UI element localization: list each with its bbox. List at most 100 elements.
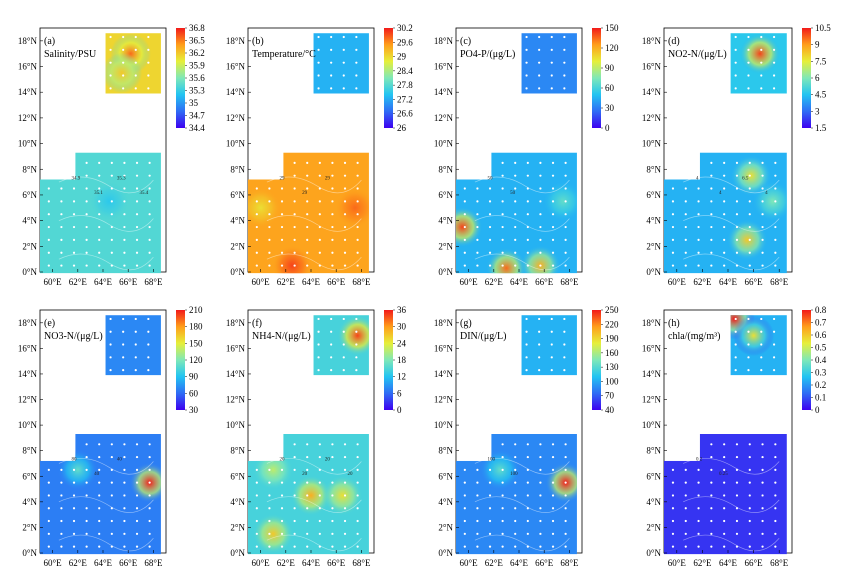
station-dot xyxy=(317,87,320,90)
panel-label: (b) xyxy=(252,36,264,47)
station-dot xyxy=(723,507,726,510)
hotspot xyxy=(290,475,332,516)
station-dot xyxy=(748,545,751,548)
station-dot xyxy=(317,48,320,51)
station-dot xyxy=(476,545,479,548)
station-dot xyxy=(671,481,675,484)
contour-label: 35.1 xyxy=(94,191,103,196)
station-dot xyxy=(306,468,309,471)
station-dot xyxy=(551,187,555,190)
colorbar-tick-label: 0 xyxy=(815,405,820,415)
station-dot xyxy=(684,264,687,267)
lon-tick-label: 66°E xyxy=(745,277,764,287)
lat-tick-label: 18°N xyxy=(642,318,662,328)
station-dot xyxy=(280,264,284,267)
inset-region xyxy=(105,315,161,376)
station-dot xyxy=(342,61,345,64)
station-dot xyxy=(735,443,739,446)
station-dot xyxy=(318,187,321,190)
variable-label: chla/(mg/m³) xyxy=(668,331,720,342)
station-dot xyxy=(255,200,258,203)
station-dot xyxy=(293,225,296,229)
lat-tick-label: 8°N xyxy=(438,164,453,174)
station-dot xyxy=(476,507,479,510)
station-dot xyxy=(501,213,504,216)
station-dot xyxy=(317,74,320,77)
contour-label: 40 xyxy=(117,458,123,463)
station-dot xyxy=(343,455,347,459)
station-dot xyxy=(538,87,541,90)
station-dot xyxy=(318,455,321,459)
station-dot xyxy=(255,468,258,471)
station-dot xyxy=(697,213,700,216)
station-dot xyxy=(564,187,567,190)
station-dot xyxy=(110,545,113,548)
station-dot xyxy=(135,494,139,497)
station-dot xyxy=(723,545,726,548)
contour-line xyxy=(266,496,362,513)
station-dot xyxy=(710,545,713,548)
station-dot xyxy=(148,161,151,164)
station-dot xyxy=(564,200,567,203)
station-dot xyxy=(772,317,776,321)
colorbar xyxy=(176,310,185,410)
station-dot xyxy=(60,481,63,484)
inset-region xyxy=(521,33,577,94)
station-dot xyxy=(564,468,567,471)
station-dot xyxy=(684,519,687,523)
station-dot xyxy=(514,200,517,203)
station-dot xyxy=(697,481,700,484)
station-dot xyxy=(280,238,284,241)
station-dot xyxy=(268,532,271,535)
station-dot xyxy=(255,187,258,190)
lat-tick-label: 8°N xyxy=(22,446,37,456)
station-dot xyxy=(147,317,150,321)
station-dot xyxy=(735,225,739,229)
station-dot xyxy=(526,187,529,190)
station-dot xyxy=(735,455,739,459)
station-dot xyxy=(122,369,125,372)
station-dot xyxy=(710,443,713,446)
station-dot xyxy=(488,251,492,254)
hotspot xyxy=(337,315,369,356)
station-dot xyxy=(72,545,76,548)
station-dot xyxy=(501,545,504,548)
station-dot xyxy=(355,87,358,90)
station-dot xyxy=(501,443,504,446)
lon-tick-label: 64°E xyxy=(510,277,529,287)
station-dot xyxy=(761,532,764,535)
station-dot xyxy=(563,356,566,359)
station-dot xyxy=(306,187,309,190)
station-dot xyxy=(564,519,567,523)
station-dot xyxy=(110,468,113,471)
station-dot xyxy=(330,87,333,90)
station-dot xyxy=(735,494,739,497)
station-dot xyxy=(748,468,751,471)
station-dot xyxy=(774,200,777,203)
station-dot xyxy=(135,468,139,471)
station-dot xyxy=(343,507,347,510)
lon-tick-label: 64°E xyxy=(94,558,113,568)
station-dot xyxy=(306,225,309,229)
colorbar-tick-label: 40 xyxy=(605,405,615,415)
station-dot xyxy=(123,494,126,497)
station-dot xyxy=(538,74,541,77)
station-dot xyxy=(85,238,88,241)
station-dot xyxy=(539,225,542,229)
station-dot xyxy=(539,532,542,535)
station-dot xyxy=(47,264,50,267)
colorbar-tick-label: 35.6 xyxy=(189,73,205,83)
station-dot xyxy=(514,481,517,484)
lat-tick-label: 12°N xyxy=(226,113,246,123)
lat-tick-label: 2°N xyxy=(22,522,37,532)
station-dot xyxy=(488,225,492,229)
lat-tick-label: 16°N xyxy=(434,343,454,353)
variable-label: NO2-N/(μg/L) xyxy=(668,49,727,60)
station-dot xyxy=(255,213,258,216)
colorbar xyxy=(592,310,601,410)
station-dot xyxy=(123,481,126,484)
colorbar-tick-label: 35.3 xyxy=(189,86,205,96)
station-dot xyxy=(293,187,296,190)
station-dot xyxy=(671,468,675,471)
station-dot xyxy=(255,238,258,241)
